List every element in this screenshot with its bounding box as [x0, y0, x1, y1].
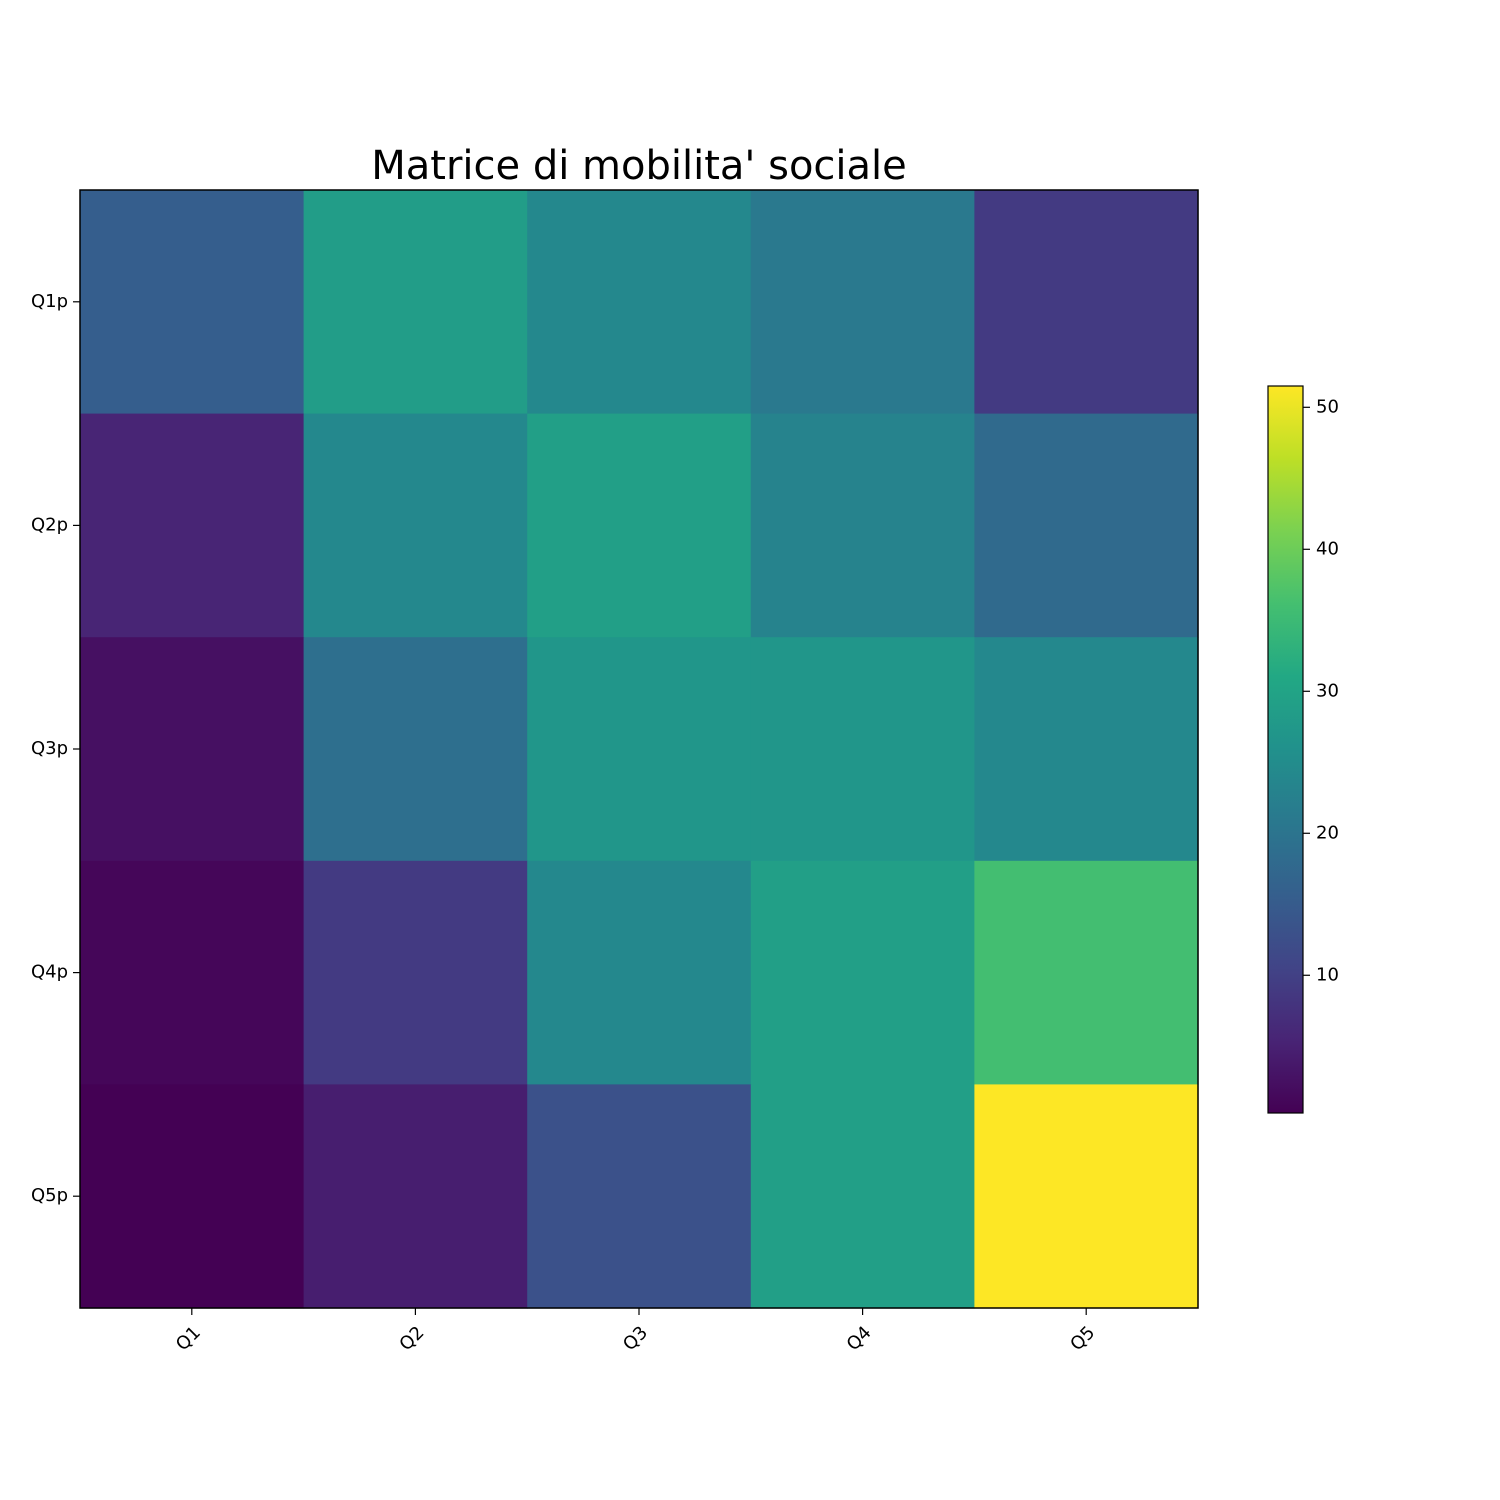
heatmap-cell-Q3p-Q5: [974, 637, 1199, 862]
colorbar-tick-label: 30: [1316, 680, 1339, 701]
heatmap-cell-Q1p-Q4: [750, 190, 975, 415]
colorbar-frame: [1267, 385, 1304, 1114]
colorbar-gradient: [1268, 386, 1303, 1113]
x-tick-label: Q5: [1066, 1322, 1099, 1355]
chart-title: Matrice di mobilita' sociale: [371, 143, 907, 189]
colorbar-tick-label: 10: [1316, 964, 1339, 985]
heatmap-cell-Q2p-Q1: [80, 413, 305, 638]
y-tick-label: Q3p: [31, 738, 68, 759]
x-tick-label: Q1: [172, 1322, 205, 1355]
heatmap-cell-Q3p-Q1: [80, 637, 305, 862]
heatmap-cell-Q2p-Q2: [303, 413, 528, 638]
heatmap-cell-Q1p-Q3: [527, 190, 752, 415]
heatmap-cells: [80, 190, 1199, 1309]
heatmap-cell-Q2p-Q5: [974, 413, 1199, 638]
heatmap-cell-Q5p-Q1: [80, 1084, 305, 1309]
x-tick-label: Q4: [843, 1322, 876, 1355]
heatmap-cell-Q2p-Q4: [750, 413, 975, 638]
colorbar-tick-label: 50: [1316, 396, 1339, 417]
heatmap-cell-Q5p-Q5: [974, 1084, 1199, 1309]
heatmap-cell-Q2p-Q3: [527, 413, 752, 638]
heatmap-cell-Q3p-Q3: [527, 637, 752, 862]
colorbar-tick-label: 40: [1316, 538, 1339, 559]
heatmap-cell-Q1p-Q2: [303, 190, 528, 415]
y-tick-label: Q4p: [31, 962, 68, 983]
heatmap-cell-Q4p-Q4: [750, 860, 975, 1085]
colorbar: 10 20 30 40 50: [1267, 385, 1339, 1114]
x-tick-label: Q3: [619, 1322, 652, 1355]
colorbar-tick-label: 20: [1316, 822, 1339, 843]
heatmap-cell-Q1p-Q1: [80, 190, 305, 415]
x-tick-label: Q2: [396, 1322, 429, 1355]
y-tick-label: Q2p: [31, 514, 68, 535]
heatmap-cell-Q1p-Q5: [974, 190, 1199, 415]
y-tick-label: Q1p: [31, 291, 68, 312]
heatmap-cell-Q5p-Q4: [750, 1084, 975, 1309]
heatmap-cell-Q5p-Q3: [527, 1084, 752, 1309]
heatmap-cell-Q4p-Q2: [303, 860, 528, 1085]
y-tick-label: Q5p: [31, 1185, 68, 1206]
heatmap-cell-Q4p-Q5: [974, 860, 1199, 1085]
heatmap-cell-Q4p-Q1: [80, 860, 305, 1085]
heatmap-cell-Q5p-Q2: [303, 1084, 528, 1309]
heatmap-cell-Q4p-Q3: [527, 860, 752, 1085]
x-axis: Q1 Q2 Q3 Q4 Q5: [172, 1308, 1099, 1355]
heatmap-cell-Q3p-Q4: [750, 637, 975, 862]
heatmap-cell-Q3p-Q2: [303, 637, 528, 862]
y-axis: Q1p Q2p Q3p Q4p Q5p: [31, 291, 80, 1206]
